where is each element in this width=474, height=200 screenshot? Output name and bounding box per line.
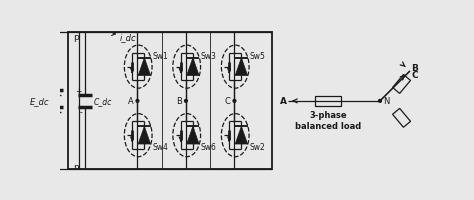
Text: Sw3: Sw3 xyxy=(201,51,217,60)
Text: +: + xyxy=(76,86,82,95)
Text: Sw4: Sw4 xyxy=(152,142,168,151)
Bar xyxy=(315,97,341,106)
Circle shape xyxy=(379,100,382,103)
Polygon shape xyxy=(235,127,247,144)
Text: B: B xyxy=(411,64,419,73)
Text: B: B xyxy=(176,97,182,106)
Bar xyxy=(68,33,272,170)
Text: n: n xyxy=(73,162,79,171)
Text: A: A xyxy=(128,97,134,106)
Text: Sw6: Sw6 xyxy=(201,142,217,151)
Circle shape xyxy=(233,100,236,103)
Polygon shape xyxy=(187,58,199,76)
Text: p: p xyxy=(73,33,79,42)
Text: C: C xyxy=(411,70,418,79)
Polygon shape xyxy=(138,127,151,144)
Text: A: A xyxy=(280,97,286,106)
Text: -: - xyxy=(79,108,82,117)
Text: E_dc: E_dc xyxy=(30,97,50,106)
Circle shape xyxy=(184,100,187,103)
Text: C_dc: C_dc xyxy=(93,97,112,106)
Text: Sw1: Sw1 xyxy=(152,51,168,60)
Polygon shape xyxy=(138,58,151,76)
Text: C: C xyxy=(225,97,231,106)
Text: i_dc: i_dc xyxy=(120,33,137,42)
Circle shape xyxy=(136,100,139,103)
Text: N: N xyxy=(383,97,390,106)
Polygon shape xyxy=(235,58,247,76)
Polygon shape xyxy=(187,127,199,144)
Text: Sw5: Sw5 xyxy=(249,51,265,60)
Text: Sw2: Sw2 xyxy=(249,142,265,151)
Text: 3-phase
balanced load: 3-phase balanced load xyxy=(295,111,361,130)
FancyBboxPatch shape xyxy=(392,75,410,94)
FancyBboxPatch shape xyxy=(392,109,410,128)
